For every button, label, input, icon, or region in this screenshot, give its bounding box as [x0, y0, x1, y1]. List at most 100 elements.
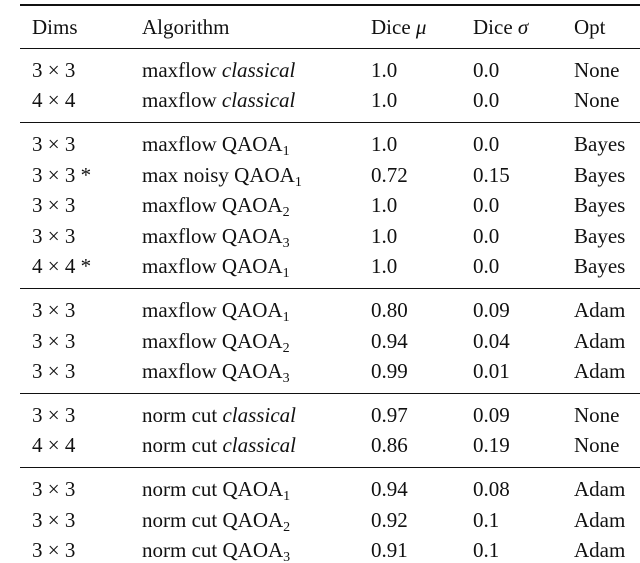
row-group: 3 × 3 norm cut classical 0.97 0.09 None 4 × 4… — [20, 393, 640, 468]
cell: 1.0 — [371, 131, 398, 156]
cell: Adam — [574, 359, 626, 384]
cell-text: max noisy QAOA — [142, 162, 295, 187]
cell-subscript: 1 — [282, 309, 290, 325]
cell: Adam — [574, 297, 626, 322]
cell: 0.99 — [371, 359, 408, 384]
cell: 3 × 3 — [32, 538, 76, 563]
cell: maxflow classical — [130, 49, 359, 86]
cell: 1.0 — [371, 254, 398, 279]
cell: 0.15 — [473, 162, 510, 187]
cell: 1.0 — [371, 223, 398, 248]
cell-text: maxflow QAOA — [142, 193, 283, 218]
cell-text: maxflow QAOA — [142, 131, 283, 156]
table-row: 3 × 3 * max noisy QAOA1 0.72 0.15 Bayes — [20, 160, 640, 191]
cell: 0.0 — [473, 254, 500, 279]
cell-italic: classical — [222, 402, 296, 427]
cell-text: maxflow QAOA — [142, 223, 283, 248]
cell-text: norm cut — [142, 402, 218, 427]
cell: Adam — [574, 476, 626, 501]
row-group: 3 × 3 maxflow QAOA1 1.0 0.0 Bayes 3 × 3 * max … — [20, 123, 640, 289]
header-row: Dims Algorithm Dice μ Dice σ Opt — [20, 5, 640, 49]
cell: maxflow QAOA3 — [130, 221, 359, 252]
cell: Bayes — [574, 131, 626, 156]
cell-subscript: 1 — [283, 488, 291, 504]
cell: maxflow QAOA3 — [130, 356, 359, 393]
table-row: 3 × 3 maxflow QAOA3 0.99 0.01 Adam — [20, 356, 640, 393]
cell: 0.1 — [473, 538, 500, 563]
cell: 0.09 — [473, 402, 510, 427]
cell: maxflow classical — [130, 86, 359, 123]
cell: 3 × 3 — [32, 476, 76, 501]
table-row: 3 × 3 maxflow QAOA1 0.80 0.09 Adam — [20, 289, 640, 326]
cell: 4 × 4 * — [32, 254, 92, 279]
table-header: Dims Algorithm Dice μ Dice σ Opt — [20, 5, 640, 49]
cell: norm cut QAOA3 — [130, 535, 359, 563]
cell: norm cut QAOA2 — [130, 505, 359, 536]
cell-italic: σ — [517, 14, 529, 39]
cell: maxflow QAOA1 — [130, 123, 359, 160]
cell: 0.04 — [473, 328, 510, 353]
cell-subscript: 1 — [282, 143, 290, 159]
cell: norm cut QAOA1 — [130, 468, 359, 505]
cell: 0.80 — [371, 297, 408, 322]
row-group: 3 × 3 norm cut QAOA1 0.94 0.08 Adam 3 × 3 norm… — [20, 468, 640, 563]
cell-subscript: 2 — [282, 205, 290, 221]
cell: 4 × 4 — [32, 88, 76, 113]
cell-subscript: 2 — [282, 340, 290, 356]
cell: Bayes — [574, 254, 626, 279]
cell: 3 × 3 — [32, 57, 76, 82]
table-row: 3 × 3 maxflow QAOA3 1.0 0.0 Bayes — [20, 221, 640, 252]
cell-text: maxflow QAOA — [142, 297, 283, 322]
cell-italic: classical — [221, 57, 296, 82]
cell: Bayes — [574, 193, 626, 218]
cell: 0.86 — [371, 433, 408, 458]
table-row: 4 × 4 norm cut classical 0.86 0.19 None — [20, 431, 640, 468]
cell: 1.0 — [371, 88, 398, 113]
cell-subscript: 3 — [282, 235, 290, 251]
cell-text: norm cut QAOA — [142, 507, 284, 532]
row-group: 3 × 3 maxflow QAOA1 0.80 0.09 Adam 3 × 3 maxfl… — [20, 289, 640, 394]
cell: norm cut classical — [130, 393, 359, 430]
cell: None — [574, 402, 620, 427]
cell-text: norm cut QAOA — [142, 538, 284, 563]
cell: Dice μ — [359, 5, 461, 49]
table-row: 3 × 3 maxflow classical 1.0 0.0 None — [20, 49, 640, 86]
table-row: 3 × 3 maxflow QAOA2 0.94 0.04 Adam — [20, 326, 640, 357]
cell: 0.97 — [371, 402, 408, 427]
cell: 0.01 — [473, 359, 510, 384]
cell: 1.0 — [371, 193, 398, 218]
cell: max noisy QAOA1 — [130, 160, 359, 191]
cell: maxflow QAOA2 — [130, 190, 359, 221]
cell: 3 × 3 — [32, 402, 76, 427]
cell: 0.08 — [473, 476, 510, 501]
cell: 1.0 — [371, 57, 398, 82]
table-row: 3 × 3 norm cut classical 0.97 0.09 None — [20, 393, 640, 430]
cell: 0.1 — [473, 507, 500, 532]
cell: 0.0 — [473, 131, 500, 156]
cell: Adam — [574, 328, 626, 353]
cell: norm cut classical — [130, 431, 359, 468]
cell-text: maxflow — [142, 88, 217, 113]
cell-text: Dice — [473, 14, 513, 39]
cell: maxflow QAOA1 — [130, 252, 359, 289]
cell: None — [574, 57, 620, 82]
cell: 0.19 — [473, 433, 510, 458]
table-row: 3 × 3 maxflow QAOA1 1.0 0.0 Bayes — [20, 123, 640, 160]
cell: 0.0 — [473, 223, 500, 248]
cell: None — [574, 433, 620, 458]
table-row: 4 × 4 maxflow classical 1.0 0.0 None — [20, 86, 640, 123]
cell-text: norm cut QAOA — [142, 476, 284, 501]
cell: 0.92 — [371, 507, 408, 532]
cell: Bayes — [574, 223, 626, 248]
cell: 3 × 3 * — [32, 162, 92, 187]
cell: 3 × 3 — [32, 131, 76, 156]
cell: Opt — [574, 14, 606, 39]
table-row: 4 × 4 * maxflow QAOA1 1.0 0.0 Bayes — [20, 252, 640, 289]
cell: Dims — [32, 14, 78, 39]
cell-italic: classical — [221, 88, 296, 113]
results-table: Dims Algorithm Dice μ Dice σ Opt 3 × 3 maxflow… — [20, 4, 640, 563]
cell: 0.0 — [473, 88, 500, 113]
cell: 3 × 3 — [32, 297, 76, 322]
cell-text: maxflow QAOA — [142, 254, 283, 279]
cell: 3 × 3 — [32, 223, 76, 248]
